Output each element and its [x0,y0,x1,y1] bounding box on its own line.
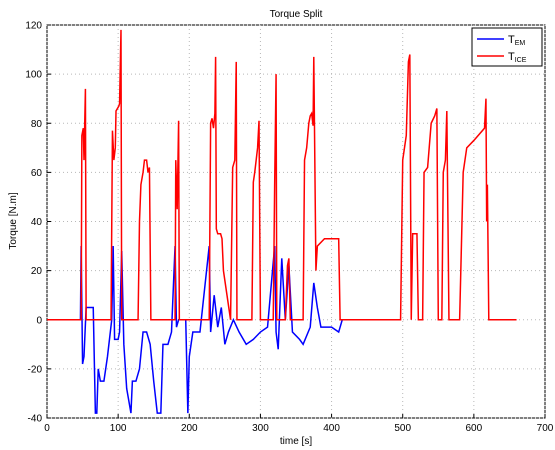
x-tick-label: 700 [537,423,554,434]
y-tick-label: -40 [28,414,43,425]
x-tick-label: 0 [44,423,50,434]
x-tick-label: 200 [181,423,198,434]
y-tick-label: 40 [31,217,43,228]
legend-label: TICE [508,51,527,64]
y-tick-label: -20 [28,364,43,375]
y-tick-label: 120 [25,21,42,32]
y-tick-label: 0 [36,315,42,326]
x-axis-label: time [s] [280,436,312,447]
x-tick-label: 600 [466,423,483,434]
legend-box [471,27,543,67]
x-tick-label: 300 [252,423,269,434]
x-tick-label: 500 [394,423,411,434]
y-tick-label: 20 [31,266,43,277]
chart-title: Torque Split [270,9,323,20]
y-axis-label: Torque [N.m] [8,192,19,249]
x-tick-label: 400 [323,423,340,434]
y-tick-label: 80 [31,119,43,130]
series-line [47,29,517,321]
x-tick-label: 100 [110,423,127,434]
y-tick-label: 60 [31,168,43,179]
y-tick-label: 100 [25,70,42,81]
legend-label: TEM [508,34,525,47]
